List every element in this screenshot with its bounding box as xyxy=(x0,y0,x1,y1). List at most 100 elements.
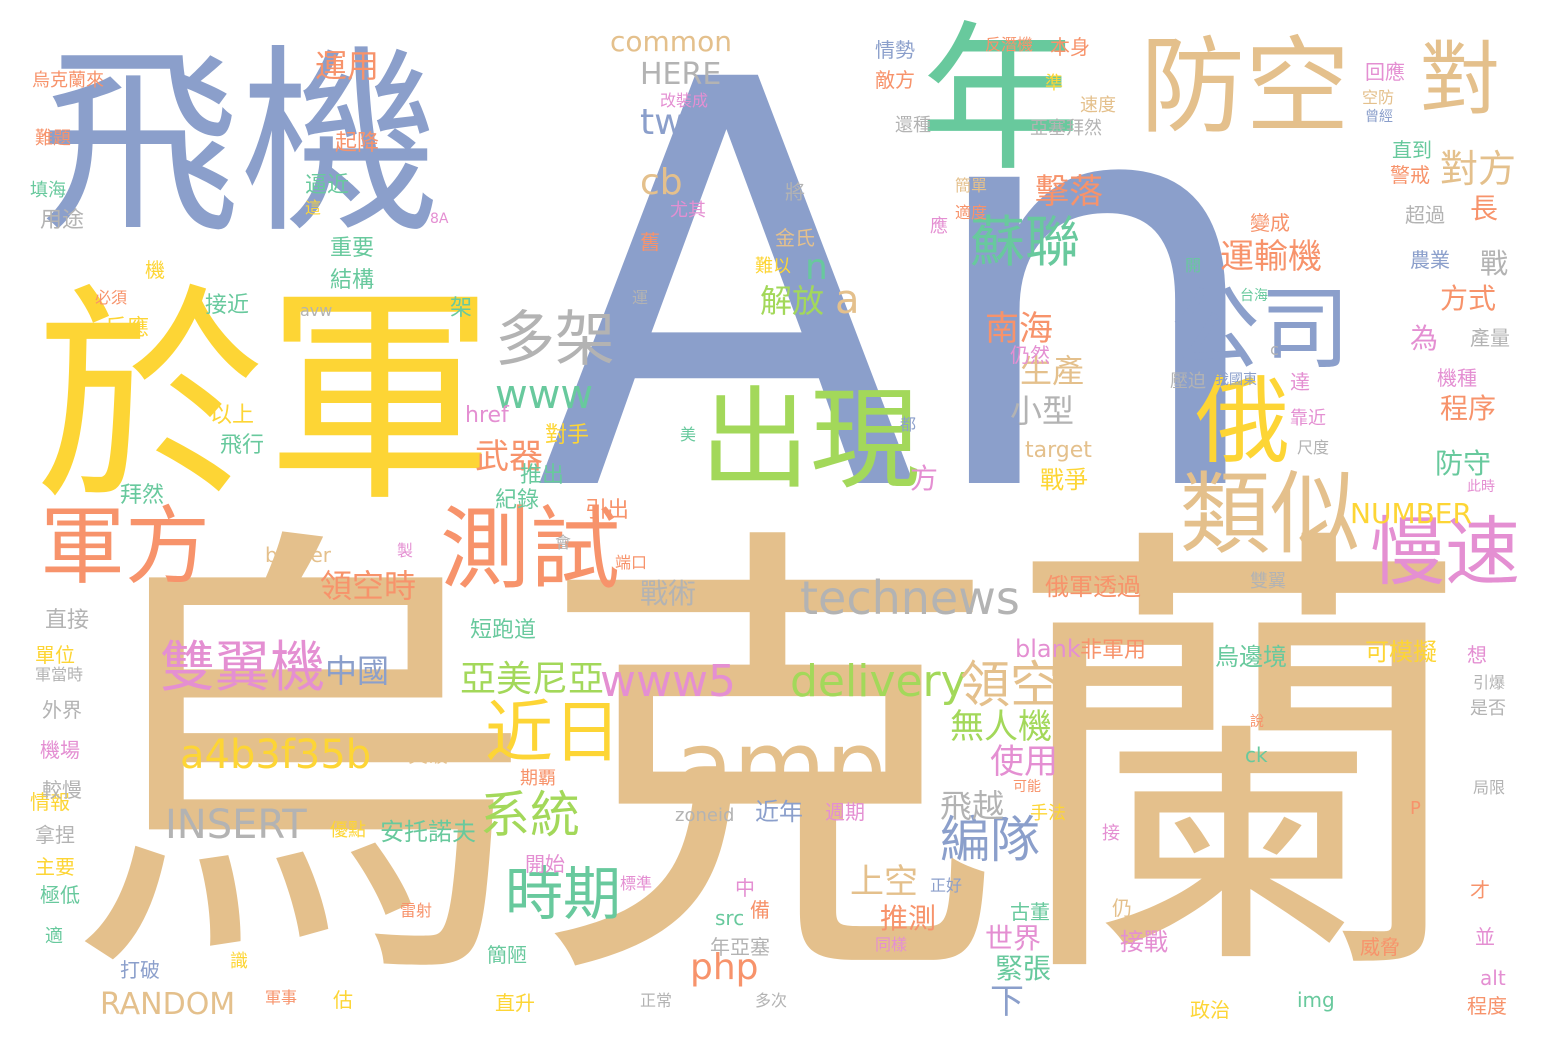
word-19: 近日 xyxy=(485,694,622,773)
word-153: 並 xyxy=(1475,925,1495,949)
word-72: blank xyxy=(1015,635,1081,663)
word-167: 標準 xyxy=(620,874,653,893)
word-78: 推出 xyxy=(520,463,565,488)
word-179: 識 xyxy=(230,951,248,972)
word-1: 烏克蘭 xyxy=(65,491,1473,1038)
word-170: src xyxy=(715,906,745,930)
word-54: 方式 xyxy=(1440,282,1497,315)
word-136: 美 xyxy=(680,425,697,444)
word-79: 引出 xyxy=(585,498,630,523)
word-124: 應 xyxy=(930,216,948,237)
word-6: 出現 xyxy=(700,376,920,504)
word-33: 運輸機 xyxy=(1220,237,1322,277)
word-113: 警戒 xyxy=(1390,163,1430,187)
word-130: 靠近 xyxy=(1290,408,1326,429)
word-8: 俄 xyxy=(1195,367,1291,477)
word-60: 為 xyxy=(1410,322,1439,355)
word-100: 情勢 xyxy=(875,38,915,62)
word-99: 烏克蘭來 xyxy=(32,70,104,91)
word-165: 會 xyxy=(555,533,572,552)
word-4: 年 xyxy=(920,6,1081,193)
word-92: 結構 xyxy=(330,268,375,293)
word-83: 以上 xyxy=(210,403,255,428)
word-132: 此時 xyxy=(1467,479,1495,495)
word-114: 超過 xyxy=(1405,203,1445,227)
word-125: 開 xyxy=(1185,256,1202,275)
word-75: 戰爭 xyxy=(1040,466,1088,494)
word-20: delivery xyxy=(790,656,967,707)
word-190: 單位 xyxy=(35,643,75,667)
word-74: target xyxy=(1025,438,1092,463)
word-127: 仍然 xyxy=(1010,343,1050,367)
word-80: 紀錄 xyxy=(495,488,540,513)
word-133: 壓迫 xyxy=(1170,371,1206,392)
word-120: 尤其 xyxy=(670,200,706,221)
word-93: 重要 xyxy=(330,236,375,261)
word-147: 手法 xyxy=(1030,803,1066,824)
word-59: 方 xyxy=(910,462,939,495)
word-159: 古董 xyxy=(1010,900,1050,924)
word-177: 估 xyxy=(333,988,353,1012)
word-118: 適度 xyxy=(955,203,988,222)
word-111: 曾經 xyxy=(1365,109,1393,125)
word-47: 使用 xyxy=(990,742,1058,782)
word-45: 武器 xyxy=(475,437,543,477)
word-102: 反潛機 xyxy=(985,35,1034,54)
word-104: 改裝成 xyxy=(660,91,709,110)
word-95: 起降 xyxy=(335,131,380,156)
word-76: href xyxy=(465,403,509,428)
word-30: 中國 xyxy=(325,652,390,690)
word-22: a4b3f35b xyxy=(180,732,372,778)
word-107: 亞塞拜然 xyxy=(1030,118,1102,139)
word-134: 我國東 xyxy=(1215,372,1257,388)
word-183: 主要 xyxy=(35,855,75,879)
word-178: 軍事 xyxy=(265,988,298,1007)
word-174: 正常 xyxy=(640,991,673,1010)
word-32: 擊落 xyxy=(1035,172,1103,212)
word-86: 接近 xyxy=(205,293,250,318)
word-89: 反應 xyxy=(105,316,150,341)
word-171: 年亞塞 xyxy=(710,935,770,959)
word-69: 可模擬 xyxy=(1365,638,1437,666)
word-150: 接 xyxy=(1102,823,1120,844)
word-109: 回應 xyxy=(1365,60,1405,84)
word-112: 直到 xyxy=(1392,138,1432,162)
word-168: 中 xyxy=(735,876,755,900)
word-0: An xyxy=(535,0,1274,616)
word-123: 難以 xyxy=(755,256,791,277)
word-149: 局限 xyxy=(1473,778,1506,797)
word-115: 變成 xyxy=(1250,211,1290,235)
word-195: c xyxy=(1270,340,1279,359)
word-68: 接戰 xyxy=(1120,928,1168,956)
word-155: 程度 xyxy=(1467,994,1507,1018)
word-197: 端口 xyxy=(615,553,648,572)
word-65: 下 xyxy=(990,982,1024,1022)
word-105: 還種 xyxy=(895,115,931,136)
word-186: 較慢 xyxy=(42,778,82,802)
word-51: 運用 xyxy=(315,47,380,85)
word-35: cb xyxy=(640,162,683,203)
word-12: 慢速 xyxy=(1370,508,1521,596)
word-108: 速度 xyxy=(1080,95,1116,116)
word-16: 對 xyxy=(1420,33,1500,126)
word-175: 直升 xyxy=(495,991,535,1015)
word-143: ck xyxy=(1245,743,1268,767)
word-139: 想 xyxy=(1467,643,1487,667)
word-163: 期覇 xyxy=(520,768,556,789)
word-38: a xyxy=(835,277,860,323)
word-67: 近年 xyxy=(755,798,803,826)
word-23: 時期 xyxy=(505,860,622,928)
word-194: 運 xyxy=(632,288,649,307)
word-84: 飛行 xyxy=(220,433,265,458)
word-193: 這 xyxy=(305,198,322,217)
word-5: 防空 xyxy=(1140,26,1351,148)
word-91: 機 xyxy=(145,258,165,282)
word-151: 仍 xyxy=(1112,896,1132,920)
word-131: 尺度 xyxy=(1297,438,1330,457)
word-140: 引爆 xyxy=(1473,673,1506,692)
word-144: zoneid xyxy=(675,805,735,826)
word-77: 對手 xyxy=(545,423,590,448)
word-71: 俄軍透過 xyxy=(1045,573,1141,601)
word-122: 金氏 xyxy=(775,226,815,250)
